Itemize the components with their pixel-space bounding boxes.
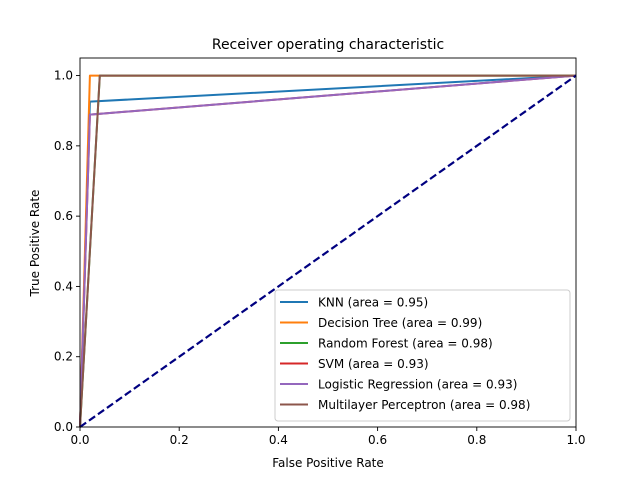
legend-box <box>274 289 571 422</box>
legend-label-5: Multilayer Perceptron (area = 0.98) <box>318 398 530 412</box>
legend-label-4: Logistic Regression (area = 0.93) <box>318 378 517 392</box>
y-tick-label: 1.0 <box>54 69 73 83</box>
x-tick-label: 0.0 <box>70 433 89 447</box>
x-tick-label: 1.0 <box>566 433 585 447</box>
y-tick-label: 0.8 <box>54 139 73 153</box>
reference-diagonal-line <box>79 74 577 428</box>
x-tick-label: 0.4 <box>269 433 288 447</box>
plot-area <box>79 74 577 428</box>
y-tick-label: 0.0 <box>54 420 73 434</box>
legend: KNN (area = 0.95) Decision Tree (area = 0… <box>274 289 571 422</box>
y-tick-label: 0.2 <box>54 350 73 364</box>
legend-label-0: KNN (area = 0.95) <box>318 296 428 310</box>
axes: 0.0 0.2 0.4 0.6 0.8 1.0 0.0 0.2 0.4 0.6 0.8 1.0 <box>54 57 586 447</box>
x-tick-label: 0.2 <box>170 433 189 447</box>
legend-label-3: SVM (area = 0.93) <box>318 357 429 371</box>
y-tick-label: 0.4 <box>54 279 73 293</box>
y-axis-label: True Positive Rate <box>28 190 42 298</box>
series-line-5 <box>79 74 576 428</box>
x-tick-label: 0.6 <box>368 433 387 447</box>
y-tick-label: 0.6 <box>54 209 73 223</box>
chart-title: Receiver operating characteristic <box>212 37 444 53</box>
series-line-4 <box>79 74 577 428</box>
legend-label-1: Decision Tree (area = 0.99) <box>318 316 482 330</box>
x-tick-label: 0.8 <box>467 433 486 447</box>
legend-label-2: Random Forest (area = 0.98) <box>318 337 493 351</box>
x-axis-label: False Positive Rate <box>272 456 384 470</box>
axes-frame <box>79 57 577 428</box>
